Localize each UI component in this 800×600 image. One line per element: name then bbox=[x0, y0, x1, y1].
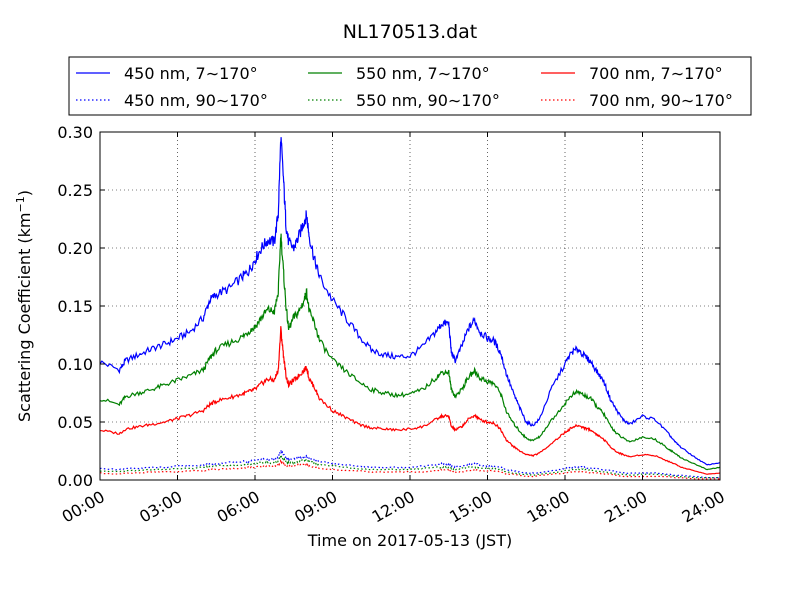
legend-label: 550 nm, 90∼170° bbox=[356, 91, 500, 110]
legend-frame bbox=[68, 56, 752, 116]
x-tick-label: 06:00 bbox=[214, 487, 263, 527]
series-line bbox=[99, 137, 721, 466]
x-axis-label: Time on 2017-05-13 (JST) bbox=[307, 531, 512, 550]
x-tick-label: 24:00 bbox=[679, 487, 728, 527]
x-tick-label: 18:00 bbox=[524, 487, 573, 527]
y-tick-label: 0.00 bbox=[57, 471, 93, 490]
y-axis-label: Scattering Coefficient (km−1) bbox=[14, 190, 34, 422]
series-line bbox=[99, 454, 721, 479]
y-tick-label: 0.10 bbox=[57, 355, 93, 374]
y-axis-label-main: Scattering Coefficient (km bbox=[15, 212, 34, 422]
y-tick-label: 0.15 bbox=[57, 297, 93, 316]
legend-label: 700 nm, 7∼170° bbox=[589, 64, 723, 83]
series-line bbox=[99, 233, 721, 471]
legend-label: 700 nm, 90∼170° bbox=[589, 91, 733, 110]
y-tick-label: 0.25 bbox=[57, 181, 93, 200]
chart-title: NL170513.dat bbox=[343, 21, 478, 43]
x-tick-label: 21:00 bbox=[601, 487, 650, 527]
series-lines bbox=[99, 137, 721, 480]
x-tick-label: 12:00 bbox=[369, 487, 418, 527]
x-tick-label: 00:00 bbox=[59, 487, 108, 527]
y-tick-label: 0.05 bbox=[57, 413, 93, 432]
series-line bbox=[99, 459, 721, 480]
y-tick-label: 0.20 bbox=[57, 239, 93, 258]
axis-ticks: 00:00 03:00 06:00 09:00 12:00 15:00 18:00 21:00… bbox=[57, 123, 728, 527]
legend-label: 450 nm, 90∼170° bbox=[124, 91, 268, 110]
series-line bbox=[100, 326, 721, 475]
y-tick-label: 0.30 bbox=[57, 123, 93, 142]
y-axis-label-close: ) bbox=[15, 190, 34, 196]
legend-label: 550 nm, 7∼170° bbox=[356, 64, 490, 83]
grid bbox=[100, 132, 720, 480]
legend-label: 450 nm, 7∼170° bbox=[124, 64, 258, 83]
y-axis-label-sup: −1 bbox=[14, 196, 27, 212]
x-tick-label: 03:00 bbox=[136, 487, 185, 527]
legend: 450 nm, 7∼170° 550 nm, 7∼170° 700 nm, 7∼17… bbox=[68, 56, 752, 116]
x-tick-label: 09:00 bbox=[291, 487, 340, 527]
x-tick-label: 15:00 bbox=[446, 487, 495, 527]
